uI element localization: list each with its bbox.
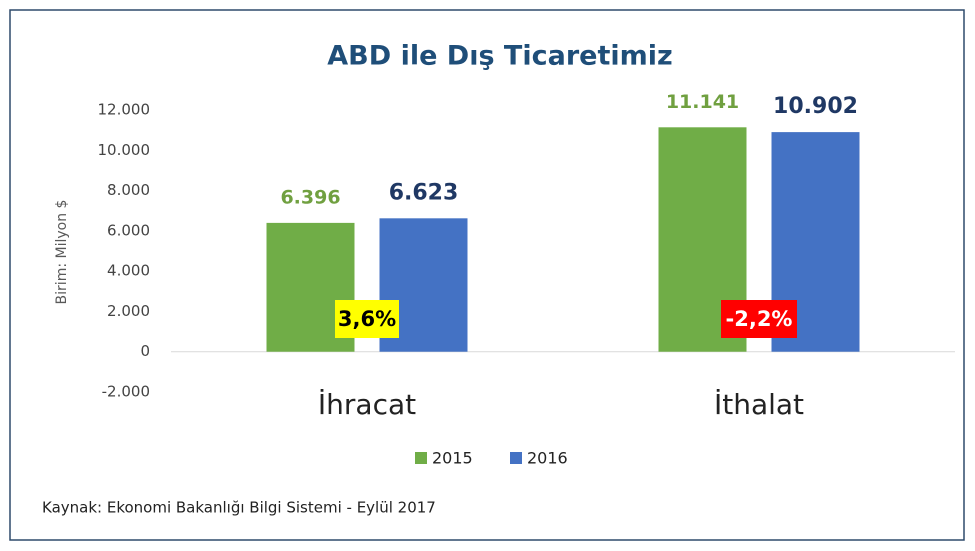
annotation-box [335, 300, 399, 338]
legend-label: 2015 [432, 449, 473, 468]
y-tick-label: 0 [140, 342, 150, 360]
source: Kaynak: Ekonomi Bakanlığı Bilgi Sistemi … [42, 499, 436, 517]
y-tick-label: 12.000 [98, 101, 151, 119]
x-tick-label: İhracat [318, 388, 416, 421]
annotation: -2,2% [726, 307, 793, 331]
annotation: 3,6% [338, 307, 396, 331]
y-tick-label: 6.000 [107, 221, 150, 239]
y-tick-label: 2.000 [107, 302, 150, 320]
data-label: 10.902 [773, 94, 858, 119]
y-tick-label: -2.000 [102, 383, 150, 401]
y-tick-label: 4.000 [107, 262, 150, 280]
data-label: 6.623 [389, 180, 459, 205]
annotation-box [721, 300, 797, 338]
legend-swatch [510, 452, 522, 464]
data-label: 11.141 [666, 91, 739, 113]
legend-label: 2016 [527, 449, 568, 468]
y-tick-label: 8.000 [107, 181, 150, 199]
y-tick-label: 10.000 [98, 141, 151, 159]
data-label: 6.396 [280, 186, 340, 208]
legend-swatch [415, 452, 427, 464]
x-tick-label: İthalat [714, 388, 804, 421]
y-axis-label: Birim: Milyon $ [54, 200, 70, 305]
chart-title: ABD ile Dış Ticaretimiz [327, 41, 672, 72]
